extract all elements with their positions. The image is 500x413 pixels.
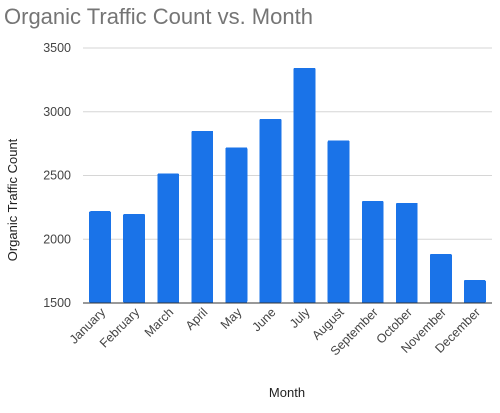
bar-june [259, 118, 282, 303]
bar-may [225, 147, 248, 303]
bars [89, 67, 486, 303]
x-tick-label: June [250, 305, 279, 334]
bar-january [89, 211, 111, 303]
x-tick-label: May [218, 305, 245, 332]
y-tick-label: 3500 [43, 41, 71, 55]
bar-november [429, 253, 452, 303]
bar-december [464, 280, 486, 303]
y-tick-label: 3000 [43, 105, 71, 119]
bar-april [191, 130, 214, 303]
y-axis-label: Organic Traffic Count [5, 138, 20, 261]
bar-july [293, 67, 316, 303]
x-tick-label: July [287, 305, 313, 331]
y-tick-label: 2000 [43, 232, 71, 246]
bar-february [123, 213, 146, 303]
bar-october [395, 202, 418, 303]
x-tick-label: March [142, 305, 176, 339]
grid-lines [83, 47, 492, 240]
bar-september [361, 201, 384, 303]
bar-august [327, 140, 350, 303]
chart-title: Organic Traffic Count vs. Month [4, 4, 313, 29]
bar-march [157, 173, 180, 303]
y-axis-ticks: 1500 2000 2500 3000 3500 [43, 41, 71, 310]
y-tick-label: 1500 [43, 296, 71, 310]
x-tick-label: April [183, 305, 211, 333]
y-tick-label: 2500 [43, 169, 71, 183]
x-axis-label: Month [269, 385, 305, 400]
